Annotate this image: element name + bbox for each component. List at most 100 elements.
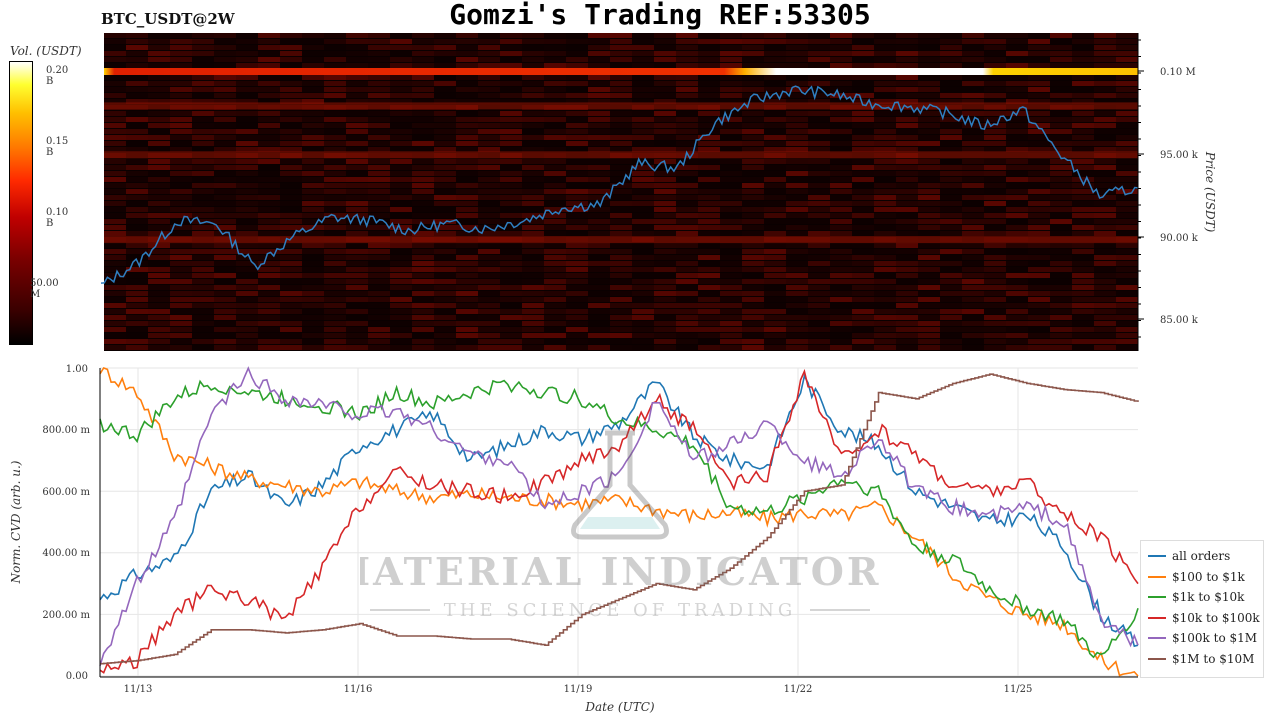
heatmap-cell (610, 249, 632, 254)
heatmap-cell (170, 333, 192, 338)
heatmap-cell (456, 165, 478, 170)
heatmap-cell (500, 297, 522, 302)
heatmap-cell (522, 321, 544, 326)
heatmap-cell (522, 75, 544, 80)
heatmap-cell (346, 261, 368, 266)
heatmap-cell (280, 99, 302, 104)
heatmap-cell (192, 249, 214, 254)
heatmap-cell (522, 189, 544, 194)
heatmap-cell (698, 39, 720, 44)
heatmap-cell (324, 39, 346, 44)
heatmap-cell (324, 129, 346, 134)
heatmap-cell (478, 111, 500, 116)
heatmap-cell (500, 45, 522, 50)
heatmap-cell (324, 75, 346, 80)
heatmap-cell (588, 303, 610, 308)
heatmap-cell (1006, 321, 1028, 326)
heatmap-cell (1116, 345, 1138, 350)
heatmap-cell (1050, 141, 1072, 146)
heatmap-cell (522, 135, 544, 140)
heatmap-cell (1050, 171, 1072, 176)
heatmap-cell (522, 57, 544, 62)
heatmap-cell (632, 81, 654, 86)
heatmap-cell (192, 291, 214, 296)
heatmap-cell (1006, 45, 1028, 50)
heatmap-cell (1094, 249, 1116, 254)
heatmap-cell (720, 165, 742, 170)
heatmap-cell (808, 135, 830, 140)
heatmap-cell (1094, 159, 1116, 164)
heatmap-cell (280, 159, 302, 164)
heatmap-cell (984, 141, 1006, 146)
heatmap-cell (874, 123, 896, 128)
heatmap-cell (1094, 267, 1116, 272)
heatmap-cell (654, 327, 676, 332)
heatmap-cell (1094, 219, 1116, 224)
heatmap-cell (786, 141, 808, 146)
price-axis-minor-ticks (1138, 39, 1141, 338)
heatmap-cell (544, 285, 566, 290)
heatmap-cell (412, 75, 434, 80)
heatmap-cell (302, 207, 324, 212)
heatmap-cell (500, 99, 522, 104)
heatmap-cell (1072, 291, 1094, 296)
heatmap-cell (170, 87, 192, 92)
heatmap-cell (1072, 57, 1094, 62)
heatmap-cell (632, 339, 654, 344)
heatmap-cell (896, 147, 918, 152)
heatmap-cell (522, 45, 544, 50)
heatmap-cell (830, 123, 852, 128)
heatmap-cell (544, 111, 566, 116)
heatmap-cell (126, 219, 148, 224)
heatmap-cell (962, 39, 984, 44)
heatmap-cell (214, 159, 236, 164)
heatmap-cell (412, 183, 434, 188)
heatmap-cell (566, 63, 588, 68)
heatmap-cell (1072, 315, 1094, 320)
heatmap-cell (390, 339, 412, 344)
heatmap-cell (874, 165, 896, 170)
heatmap-cell (302, 249, 324, 254)
heatmap-cell (434, 51, 456, 56)
heatmap-cell (764, 321, 786, 326)
heatmap-cell (148, 93, 170, 98)
heatmap-cell (346, 291, 368, 296)
heatmap-cell (170, 51, 192, 56)
heatmap-cell (170, 159, 192, 164)
heatmap-cell (148, 99, 170, 104)
heatmap-cell (830, 297, 852, 302)
heatmap-cell (720, 279, 742, 284)
heatmap-cell (896, 267, 918, 272)
heatmap-cell (632, 195, 654, 200)
heatmap-cell (148, 123, 170, 128)
heatmap-cell (126, 93, 148, 98)
heatmap-cell (346, 297, 368, 302)
heatmap-cell (214, 75, 236, 80)
heatmap-cell (676, 255, 698, 260)
heatmap-cell (456, 309, 478, 314)
heatmap-cell (830, 189, 852, 194)
heatmap-cell (610, 117, 632, 122)
heatmap-cell (764, 213, 786, 218)
heatmap-cell (720, 177, 742, 182)
heatmap-cell (1094, 171, 1116, 176)
heatmap-cell (192, 147, 214, 152)
heatmap-cell (214, 39, 236, 44)
heatmap-cell (786, 135, 808, 140)
heatmap-cell (676, 207, 698, 212)
heatmap-cell (610, 93, 632, 98)
heatmap-cell (280, 63, 302, 68)
heatmap-cell (764, 177, 786, 182)
heatmap-cell (610, 339, 632, 344)
heatmap-cell (1028, 165, 1050, 170)
heatmap-cell (742, 159, 764, 164)
heatmap-cell (1050, 327, 1072, 332)
heatmap-cell (280, 177, 302, 182)
heatmap-cell (280, 333, 302, 338)
heatmap-cell (984, 249, 1006, 254)
heatmap-cell (786, 225, 808, 230)
heatmap-cell (324, 207, 346, 212)
heatmap-cell (918, 189, 940, 194)
heatmap-cell (368, 159, 390, 164)
heatmap-cell (830, 243, 852, 248)
